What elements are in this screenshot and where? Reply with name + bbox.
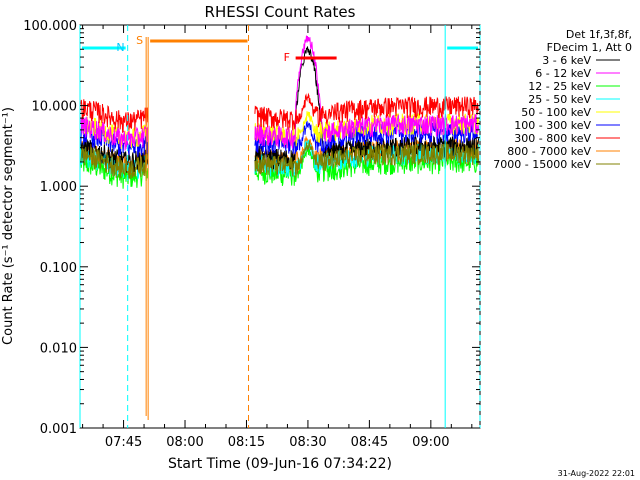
y-tick-label: 1.000: [40, 180, 77, 195]
x-tick-label: 08:30: [289, 435, 326, 450]
series-line: [80, 35, 480, 151]
x-tick-label: 08:45: [351, 435, 388, 450]
legend-entry-label: 800 - 7000 keV: [507, 145, 591, 158]
night-label: N: [116, 41, 124, 54]
legend-entry-label: 25 - 50 keV: [528, 93, 591, 106]
y-tick-label: 0.100: [40, 261, 77, 276]
series-line: [80, 92, 480, 134]
annotations-layer: NS F: [79, 25, 481, 428]
y-tick-label: 0.001: [40, 422, 77, 437]
flare-label: F: [284, 51, 290, 64]
legend-entry-label: 3 - 6 keV: [542, 54, 591, 67]
x-tick-label: 07:45: [105, 435, 142, 450]
legend: Det 1f,3f,8f, FDecim 1, Att 0 3 - 6 keV6…: [493, 28, 632, 171]
y-axis-label: Count Rate (s⁻¹ detector segment⁻¹): [1, 107, 16, 345]
y-tick-label: 0.010: [40, 341, 77, 356]
legend-entry-label: 50 - 100 keV: [521, 106, 591, 119]
x-axis-ticks: 07:45 08:00 08:15 08:30 08:45 09:00: [82, 25, 473, 450]
y-axis-ticks: 100.000 10.000 1.000 0.100 0.010 0.001: [23, 19, 480, 437]
legend-entry-label: 100 - 300 keV: [514, 119, 591, 132]
y-tick-label: 10.000: [32, 100, 78, 115]
legend-entry-label: 300 - 800 keV: [514, 132, 591, 145]
x-tick-label: 09:00: [412, 435, 449, 450]
x-tick-label: 08:15: [228, 435, 265, 450]
legend-entry-label: 12 - 25 keV: [528, 80, 591, 93]
chart-title: RHESSI Count Rates: [205, 3, 356, 21]
x-axis-label: Start Time (09-Jun-16 07:34:22): [168, 456, 392, 472]
legend-entry-label: 6 - 12 keV: [535, 67, 591, 80]
legend-header-line-1: Det 1f,3f,8f,: [566, 28, 632, 41]
timestamp: 31-Aug-2022 22:01: [558, 469, 635, 478]
x-tick-label: 08:00: [166, 435, 203, 450]
series-line: [80, 140, 480, 180]
series-layer: [80, 35, 480, 189]
saa-label: S: [136, 34, 143, 47]
plot-frame: [79, 24, 481, 429]
y-tick-label: 100.000: [23, 19, 77, 34]
legend-header-line-2: FDecim 1, Att 0: [547, 41, 632, 54]
legend-entry-label: 7000 - 15000 keV: [493, 158, 591, 171]
